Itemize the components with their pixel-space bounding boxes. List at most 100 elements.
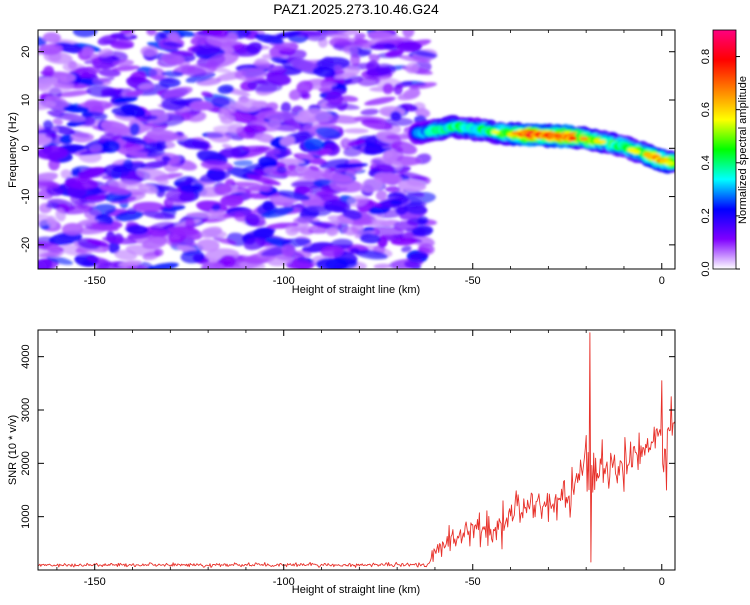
- noise-blob: [98, 68, 121, 77]
- noise-blob: [334, 38, 369, 47]
- noise-blob: [296, 152, 315, 160]
- noise-blob: [319, 158, 350, 169]
- ridge-segment: [579, 136, 589, 141]
- noise-blob: [110, 39, 135, 50]
- noise-blob: [390, 111, 402, 121]
- noise-blob: [243, 124, 267, 134]
- snr-frame: [37, 329, 676, 571]
- noise-blob: [220, 104, 237, 115]
- colorbar-tick-label: 0.4: [700, 155, 712, 170]
- noise-blob: [382, 149, 399, 163]
- noise-blob: [200, 226, 223, 239]
- colorbar-tick-label: 0.8: [700, 49, 712, 64]
- noise-blob: [385, 186, 401, 193]
- noise-blob: [142, 236, 168, 250]
- noise-blob: [138, 83, 155, 90]
- noise-blob: [206, 52, 239, 69]
- noise-blob: [99, 185, 131, 195]
- noise-blob: [42, 65, 55, 78]
- noise-blob: [320, 245, 344, 258]
- noise-blob: [223, 209, 257, 218]
- noise-blob: [65, 177, 99, 190]
- spectrogram-xtick-label: -150: [84, 275, 106, 287]
- noise-blob: [185, 217, 196, 231]
- noise-blob: [328, 115, 360, 124]
- spectrogram-ytick-label: 20: [20, 46, 32, 58]
- snr-ytick-label: 1000: [20, 504, 32, 528]
- noise-blob: [98, 48, 113, 58]
- noise-blob: [48, 158, 60, 171]
- noise-blob: [363, 143, 383, 155]
- noise-blob: [100, 140, 121, 154]
- colorbar-tick-label: 0.2: [700, 208, 712, 223]
- snr-xlabel: Height of straight line (km): [292, 584, 420, 596]
- noise-blob: [42, 120, 54, 131]
- noise-blob: [114, 210, 144, 222]
- noise-blob: [52, 118, 64, 126]
- noise-blob: [297, 110, 310, 124]
- ridge-segment: [645, 154, 654, 159]
- noise-blob: [321, 172, 353, 182]
- noise-blob: [55, 208, 66, 222]
- noise-blob: [335, 163, 369, 169]
- noise-blob: [161, 70, 184, 78]
- noise-blob: [384, 117, 414, 127]
- noise-blob: [326, 227, 339, 237]
- ridge-segment: [631, 149, 641, 155]
- noise-blob: [38, 172, 59, 184]
- noise-blob: [300, 91, 311, 100]
- noise-blob: [402, 30, 415, 38]
- noise-blob: [142, 211, 176, 220]
- noise-blob: [199, 171, 231, 183]
- ridge-segment: [665, 161, 675, 166]
- noise-blob: [139, 160, 169, 170]
- noise-blob: [91, 58, 101, 66]
- noise-blob: [70, 132, 94, 143]
- noise-blob: [56, 90, 91, 98]
- noise-blob: [146, 129, 179, 142]
- noise-blob: [396, 41, 422, 53]
- noise-blob: [161, 53, 185, 66]
- noise-blob: [190, 35, 209, 46]
- noise-blob: [92, 77, 112, 86]
- noise-blob: [302, 168, 322, 181]
- noise-blob: [308, 165, 320, 171]
- noise-blob: [292, 258, 313, 269]
- noise-blob: [266, 73, 292, 86]
- noise-blob: [112, 59, 134, 67]
- noise-blob: [165, 189, 195, 203]
- noise-blob: [217, 84, 234, 94]
- noise-blob: [409, 235, 435, 247]
- noise-blobs: [38, 30, 440, 269]
- noise-blob: [179, 184, 202, 193]
- noise-blob: [262, 200, 275, 211]
- noise-blob: [45, 133, 63, 139]
- noise-blob: [146, 150, 166, 158]
- noise-blob: [325, 92, 344, 106]
- noise-blob: [402, 232, 415, 239]
- noise-blob: [350, 53, 361, 67]
- noise-blob: [252, 227, 275, 239]
- noise-blob: [246, 185, 271, 192]
- spectrogram-ylabel: Frequency (Hz): [7, 112, 19, 188]
- noise-blob: [382, 83, 394, 95]
- noise-blob: [52, 125, 75, 135]
- noise-blob: [112, 65, 140, 72]
- noise-blob: [289, 225, 317, 233]
- noise-blob: [260, 207, 295, 218]
- noise-blob: [101, 236, 138, 245]
- noise-blob: [225, 32, 238, 43]
- noise-blob: [118, 260, 142, 267]
- ridge-segment: [597, 139, 607, 144]
- noise-blob: [211, 97, 231, 107]
- spectrogram-ytick-label: -10: [20, 189, 32, 205]
- noise-blob: [61, 114, 86, 122]
- spectrogram-xtick-label: -50: [465, 275, 481, 287]
- figure-title: PAZ1.2025.273.10.46.G24: [273, 1, 439, 17]
- noise-blob: [202, 30, 229, 38]
- noise-blob: [317, 148, 333, 156]
- noise-blob: [318, 88, 347, 95]
- noise-blob: [303, 138, 324, 152]
- noise-blob: [63, 105, 90, 113]
- noise-blob: [389, 199, 402, 206]
